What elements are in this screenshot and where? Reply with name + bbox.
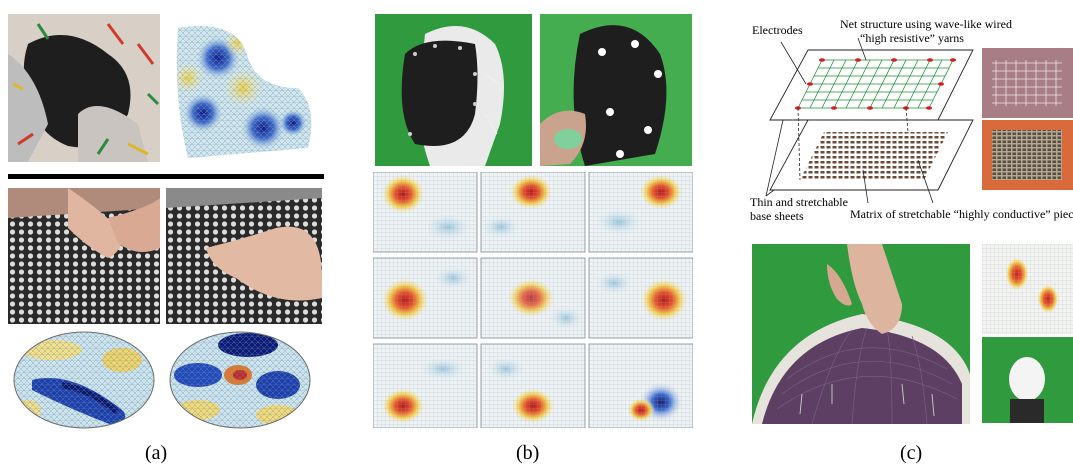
label-matrix: Matrix of stretchable “highly conductive…: [850, 207, 1073, 221]
egg-photo: [982, 337, 1073, 423]
label-net-structure-2: “high resistive” yarns: [860, 31, 964, 45]
caption-b: (b): [516, 442, 540, 464]
heatmap-b-5: [480, 257, 586, 339]
heatmap-b-6: [588, 257, 693, 339]
heatmap-b-8: [480, 343, 586, 428]
label-base-sheets-2: base sheets: [750, 209, 804, 223]
fabric-dome-photo: [752, 244, 970, 424]
pressure-heatmap-c: [982, 244, 1073, 334]
separator-bar: [8, 174, 324, 179]
mannequin-head-photo: [375, 14, 532, 166]
heart-sensor-photo: [8, 14, 160, 162]
net-sheet-photo: [982, 48, 1073, 118]
label-net-structure-1: Net structure using wave-like wired: [840, 17, 1012, 31]
label-electrodes: Electrodes: [752, 23, 803, 37]
ellipse-heatmap-2: [168, 330, 312, 430]
pad-matrix-photo: [982, 120, 1073, 190]
heatmap-b-3: [588, 172, 693, 253]
heatmap-b-4: [373, 257, 478, 339]
caption-c: (c): [900, 442, 923, 464]
heatmap-grid-b: [373, 172, 693, 428]
heatmap-b-2: [480, 172, 586, 253]
perforated-sheet-photo-2: [166, 188, 322, 324]
head-dots-photo: [540, 14, 692, 166]
layer-diagram: [748, 20, 978, 220]
caption-a: (a): [145, 442, 168, 464]
heatmap-b-9: [588, 343, 693, 428]
heart-heatmap: [168, 18, 318, 164]
heatmap-b-1: [373, 172, 478, 253]
perforated-sheet-photo-1: [8, 188, 160, 324]
heatmap-b-7: [373, 343, 478, 428]
ellipse-heatmap-1: [12, 330, 156, 430]
label-base-sheets-1: Thin and stretchable: [750, 195, 848, 209]
